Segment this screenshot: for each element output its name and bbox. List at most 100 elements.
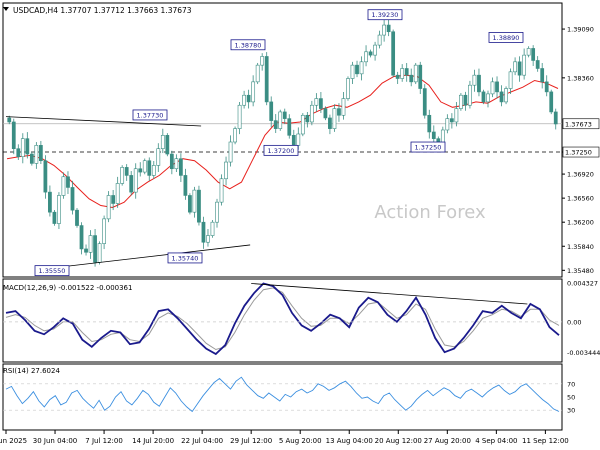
candle-body	[291, 135, 296, 146]
candle-body	[228, 141, 233, 163]
candle-body	[120, 167, 125, 184]
x-axis-labels: 20 Jun 2025 30 Jun 04:00 7 Jul 12:00 14 Jul…	[0, 430, 569, 445]
annotation-box	[132, 109, 168, 121]
candle-body	[504, 88, 508, 103]
candle-body	[400, 68, 405, 79]
current-price-box	[562, 118, 600, 130]
macd-trendline	[251, 283, 528, 305]
panel-frame	[2, 2, 563, 278]
candle-body	[138, 168, 143, 173]
annotation-label: 1.37250	[415, 144, 442, 152]
candle-body	[413, 64, 418, 83]
candle-body	[102, 218, 106, 244]
candle-body	[34, 145, 39, 164]
candle-body	[522, 54, 527, 76]
candle-body	[29, 153, 34, 164]
annotation-label: 1.38780	[235, 41, 262, 49]
candle-body	[70, 187, 75, 211]
candle-body	[233, 128, 237, 143]
candle-body	[287, 118, 292, 136]
candle-body	[16, 148, 21, 158]
chart-frame	[2, 2, 563, 431]
candle-body	[169, 153, 174, 170]
candle-body	[309, 104, 314, 123]
annotation-box	[230, 39, 266, 51]
candle-body	[156, 148, 161, 166]
ref-level-box	[562, 146, 600, 158]
candle-body	[346, 78, 350, 99]
candle-body	[20, 138, 25, 158]
candle-body	[341, 98, 346, 116]
rsi-line	[5, 376, 560, 413]
candle-body	[84, 248, 88, 253]
candles	[7, 18, 558, 267]
candle-body	[319, 98, 323, 109]
candle-body	[323, 108, 328, 119]
candle-body	[260, 56, 265, 66]
candle-body	[445, 118, 450, 131]
candle-body	[43, 160, 48, 193]
candle-body	[526, 48, 531, 56]
candle-body	[305, 114, 310, 123]
candle-body	[210, 221, 215, 236]
y-tick-label: 1.36920	[567, 171, 594, 179]
watermark: Action Forex	[374, 202, 486, 223]
rsi-tick-label: 30	[567, 407, 575, 415]
candle-body	[197, 189, 201, 223]
menu-triangle-icon[interactable]	[3, 7, 9, 11]
annotation-box	[263, 144, 299, 156]
macd-panel: 0.004327 0.00 -0.003444	[3, 280, 600, 357]
moving-average	[6, 74, 559, 209]
candle-body	[246, 94, 251, 103]
trendline	[5, 116, 202, 127]
x-tick-label: 7 Jul 12:00	[85, 437, 123, 445]
candle-body	[553, 111, 558, 125]
candle-body	[206, 235, 210, 243]
x-tick-label: 13 Aug 04:00	[326, 437, 373, 445]
rsi-title: RSI(14) 27.6024	[3, 367, 60, 375]
candle-body	[513, 61, 517, 73]
candle-body	[61, 176, 66, 196]
candle-body	[188, 195, 192, 213]
candle-body	[454, 108, 459, 123]
candle-body	[377, 34, 382, 46]
x-tick-label: 27 Aug 20:00	[424, 437, 471, 445]
macd-line	[5, 282, 560, 356]
candle-body	[66, 176, 70, 188]
y-tick-label: 1.35480	[567, 267, 594, 275]
candle-body	[535, 60, 540, 69]
candle-body	[549, 91, 554, 113]
y-tick-label: 1.36200	[567, 219, 594, 227]
candle-body	[486, 93, 490, 103]
x-tick-label: 4 Sep 04:00	[475, 437, 517, 445]
ref-level-label: 1.37250	[565, 149, 592, 157]
y-axis-labels: 1.39090 1.38360 1.37250 1.36920 1.36560 1.362…	[562, 26, 600, 275]
candle-body	[359, 61, 364, 75]
candle-body	[332, 108, 337, 129]
candle-body	[97, 243, 102, 263]
candle-body	[314, 98, 319, 106]
candle-body	[300, 114, 305, 135]
candle-body	[106, 195, 111, 220]
candle-body	[508, 71, 513, 89]
candle-body	[111, 195, 116, 204]
candle-body	[165, 135, 170, 155]
annotation-box	[167, 252, 203, 264]
candle-body	[459, 94, 463, 109]
candle-body	[151, 165, 156, 176]
candle-body	[93, 235, 97, 263]
annotation-label: 1.35550	[39, 267, 66, 275]
candle-body	[201, 221, 206, 243]
annotation-label: 1.35740	[172, 254, 199, 262]
ma-line	[6, 74, 559, 209]
trendlines	[5, 116, 251, 269]
candle-body	[273, 120, 278, 129]
rsi-panel: 70 50 30	[3, 376, 575, 415]
candle-body	[495, 81, 499, 93]
candle-body	[147, 160, 152, 176]
candle-body	[264, 56, 269, 103]
x-tick-label: 5 Aug 20:00	[279, 437, 322, 445]
candle-body	[179, 158, 183, 176]
candle-body	[11, 121, 16, 149]
